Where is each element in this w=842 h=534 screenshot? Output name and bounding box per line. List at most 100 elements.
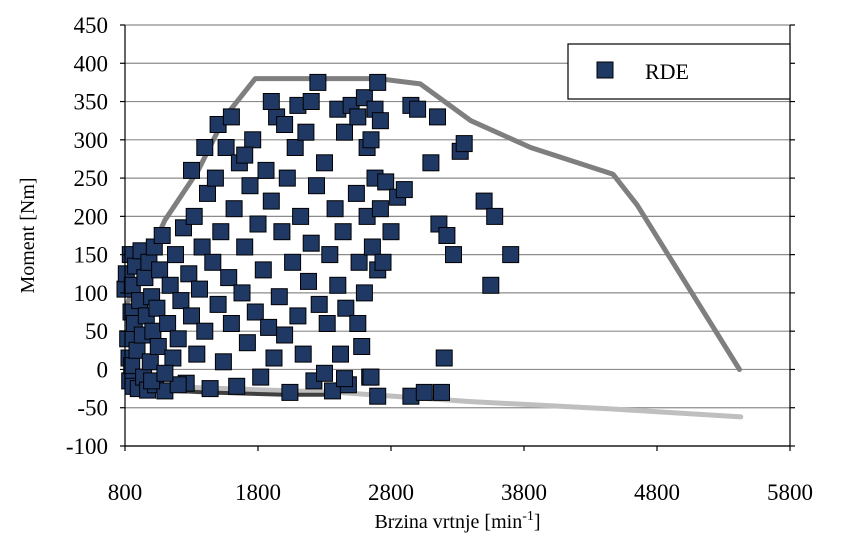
- data-point-54: [217, 139, 235, 156]
- data-point-79: [284, 253, 302, 271]
- legend-label-rde: RDE: [645, 59, 689, 84]
- data-point-130: [374, 253, 392, 271]
- data-point-18: [136, 269, 154, 287]
- data-point-157: [169, 376, 187, 394]
- y-tick-label-4: 100: [74, 281, 109, 306]
- data-point-44: [191, 280, 208, 298]
- data-point-92: [183, 161, 200, 179]
- data-point-119: [371, 112, 389, 130]
- data-point-84: [297, 123, 315, 141]
- y-axis-label: Moment [Nm]: [17, 177, 39, 293]
- data-point-58: [228, 377, 246, 395]
- y-tick-label-9: 350: [74, 90, 109, 115]
- y-tick-label-6: 200: [74, 204, 109, 229]
- data-point-94: [236, 146, 254, 164]
- data-point-66: [249, 215, 267, 233]
- data-point-143: [435, 349, 453, 367]
- data-point-37: [172, 292, 190, 310]
- data-points: [116, 73, 520, 405]
- data-point-29: [151, 261, 169, 279]
- x-tick-label-0: 800: [108, 480, 143, 505]
- data-point-148: [475, 192, 493, 210]
- data-point-140: [422, 154, 440, 172]
- data-point-116: [362, 131, 380, 149]
- data-point-85: [300, 272, 317, 290]
- data-point-151: [502, 246, 520, 264]
- y-tick-label-11: 450: [74, 13, 109, 38]
- data-point-49: [204, 253, 222, 271]
- data-point-106: [332, 345, 349, 363]
- tick-labels: -100 -50 0 50 100 150 200 250 300 350 400 450 800 180…: [66, 13, 813, 505]
- data-point-105: [329, 276, 347, 294]
- legend-marker-rde: [596, 61, 614, 79]
- data-point-113: [349, 108, 367, 126]
- data-point-111: [336, 123, 353, 141]
- y-tick-label-0: -100: [66, 434, 108, 459]
- data-point-61: [236, 238, 254, 256]
- data-point-131: [377, 173, 395, 191]
- data-point-28: [149, 338, 167, 355]
- axes: [120, 24, 795, 451]
- data-point-129: [371, 200, 389, 218]
- y-tick-label-1: -50: [77, 396, 108, 421]
- data-point-69: [257, 161, 275, 179]
- data-point-123: [355, 284, 373, 302]
- data-point-144: [438, 227, 456, 244]
- data-point-154: [362, 368, 380, 386]
- data-point-98: [302, 93, 320, 110]
- data-point-93: [222, 108, 240, 126]
- data-point-70: [260, 318, 278, 336]
- data-point-80: [286, 139, 304, 156]
- data-point-156: [316, 364, 333, 382]
- data-point-47: [199, 184, 216, 202]
- data-point-57: [225, 200, 243, 218]
- data-point-136: [409, 100, 427, 118]
- data-point-27: [148, 299, 166, 317]
- data-point-81: [289, 307, 307, 325]
- data-point-120: [347, 184, 365, 202]
- data-point-53: [214, 353, 232, 371]
- data-point-65: [246, 303, 264, 321]
- data-point-56: [222, 315, 240, 332]
- data-point-71: [262, 192, 280, 210]
- data-point-82: [292, 207, 310, 225]
- data-point-42: [185, 207, 203, 225]
- data-point-153: [336, 370, 353, 388]
- data-point-50: [206, 169, 224, 187]
- legend: RDE: [567, 43, 791, 100]
- data-point-75: [273, 223, 291, 241]
- data-point-67: [252, 368, 270, 386]
- data-point-91: [196, 139, 214, 156]
- data-point-95: [262, 93, 280, 110]
- data-point-48: [201, 380, 219, 398]
- data-point-32: [159, 315, 177, 332]
- data-point-46: [196, 322, 214, 340]
- data-point-88: [308, 177, 325, 195]
- data-point-74: [270, 288, 288, 306]
- data-point-40: [180, 265, 198, 283]
- data-point-63: [241, 177, 259, 195]
- x-tick-label-3: 3800: [501, 480, 547, 505]
- data-point-108: [337, 299, 355, 317]
- data-point-86: [302, 234, 320, 252]
- data-point-89: [310, 295, 328, 313]
- data-point-126: [363, 238, 381, 256]
- data-point-159: [156, 364, 174, 382]
- data-point-76: [276, 326, 294, 344]
- data-point-52: [212, 223, 230, 241]
- data-point-34: [164, 349, 182, 367]
- data-point-36: [169, 330, 187, 348]
- data-point-122: [353, 338, 371, 355]
- data-point-134: [395, 181, 413, 199]
- data-point-152: [433, 383, 450, 401]
- data-point-102: [321, 246, 339, 264]
- data-point-64: [244, 131, 262, 149]
- data-point-145: [445, 246, 462, 264]
- y-tick-label-3: 50: [85, 319, 108, 344]
- data-point-24: [144, 322, 162, 340]
- y-tick-label-2: 0: [97, 357, 109, 382]
- data-point-33: [161, 276, 179, 294]
- data-point-118: [369, 73, 387, 91]
- data-point-45: [193, 238, 211, 256]
- data-point-155: [349, 315, 367, 332]
